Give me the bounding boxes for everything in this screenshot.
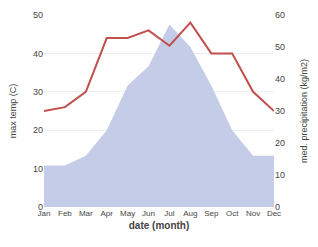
svg-text:60: 60 (275, 10, 285, 20)
svg-text:30: 30 (275, 106, 285, 116)
svg-text:Sep: Sep (204, 209, 219, 218)
svg-text:May: May (120, 209, 135, 218)
svg-text:0: 0 (38, 202, 43, 212)
svg-text:Feb: Feb (58, 209, 72, 218)
svg-text:Mar: Mar (79, 209, 93, 218)
svg-text:Jan: Jan (38, 209, 51, 218)
svg-text:date (month): date (month) (129, 220, 190, 231)
svg-text:max temp (C): max temp (C) (8, 84, 18, 139)
svg-text:Aug: Aug (183, 209, 197, 218)
svg-text:40: 40 (33, 49, 43, 59)
svg-text:10: 10 (275, 170, 285, 180)
svg-text:40: 40 (275, 74, 285, 84)
svg-text:20: 20 (275, 138, 285, 148)
svg-text:50: 50 (275, 42, 285, 52)
svg-text:Dec: Dec (267, 209, 281, 218)
svg-text:10: 10 (33, 164, 43, 174)
svg-text:50: 50 (33, 10, 43, 20)
svg-text:0: 0 (275, 202, 280, 212)
svg-text:Jun: Jun (142, 209, 155, 218)
svg-text:30: 30 (33, 87, 43, 97)
svg-text:Oct: Oct (226, 209, 239, 218)
svg-text:20: 20 (33, 125, 43, 135)
svg-text:Nov: Nov (246, 209, 260, 218)
svg-text:Apr: Apr (101, 209, 114, 218)
svg-text:med. precipitation (kg/m2): med. precipitation (kg/m2) (299, 59, 309, 163)
svg-text:Jul: Jul (164, 209, 174, 218)
